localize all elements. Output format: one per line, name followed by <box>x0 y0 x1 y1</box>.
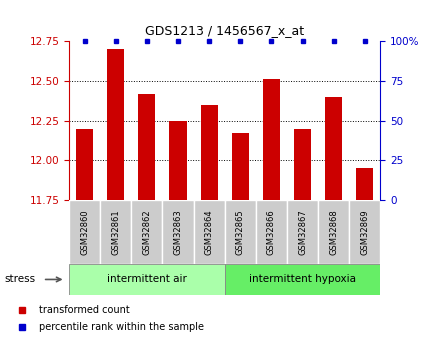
Text: GSM32861: GSM32861 <box>111 209 120 255</box>
Bar <box>356 168 373 200</box>
Bar <box>100 200 131 264</box>
Text: GSM32860: GSM32860 <box>80 209 89 255</box>
Text: percentile rank within the sample: percentile rank within the sample <box>39 322 204 332</box>
Bar <box>194 200 225 264</box>
Text: GSM32866: GSM32866 <box>267 209 276 255</box>
Bar <box>225 200 256 264</box>
Text: transformed count: transformed count <box>39 305 129 315</box>
Text: GSM32863: GSM32863 <box>174 209 182 255</box>
Bar <box>131 200 162 264</box>
Bar <box>69 200 100 264</box>
Bar <box>170 121 186 200</box>
Text: intermittent hypoxia: intermittent hypoxia <box>249 275 356 284</box>
Title: GDS1213 / 1456567_x_at: GDS1213 / 1456567_x_at <box>145 24 304 38</box>
Bar <box>138 94 155 200</box>
Bar <box>287 200 318 264</box>
Bar <box>201 105 218 200</box>
Text: GSM32865: GSM32865 <box>236 209 245 255</box>
Text: GSM32862: GSM32862 <box>142 209 151 255</box>
Bar <box>225 264 380 295</box>
Bar <box>76 129 93 200</box>
Text: GSM32869: GSM32869 <box>360 209 369 255</box>
Text: stress: stress <box>4 275 36 284</box>
Bar <box>107 49 124 200</box>
Bar <box>162 200 194 264</box>
Bar <box>318 200 349 264</box>
Bar <box>294 129 311 200</box>
Bar <box>256 200 287 264</box>
Bar <box>349 200 380 264</box>
Bar <box>69 264 225 295</box>
Text: GSM32864: GSM32864 <box>205 209 214 255</box>
Text: GSM32868: GSM32868 <box>329 209 338 255</box>
Text: GSM32867: GSM32867 <box>298 209 307 255</box>
Bar <box>325 97 342 200</box>
Bar <box>232 134 249 200</box>
Text: intermittent air: intermittent air <box>107 275 187 284</box>
Bar <box>263 79 280 200</box>
